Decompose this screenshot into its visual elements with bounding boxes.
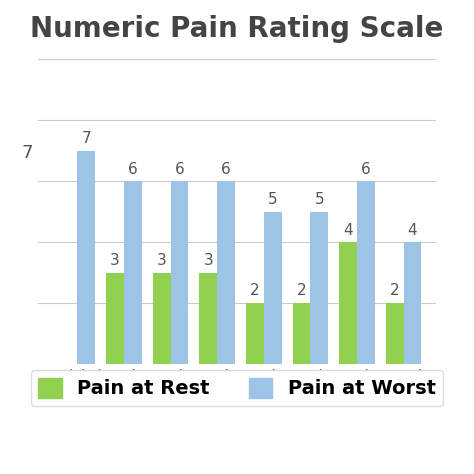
Text: 4: 4 xyxy=(343,222,353,237)
Text: 4: 4 xyxy=(408,222,417,237)
Text: 2: 2 xyxy=(390,283,400,299)
Text: 7: 7 xyxy=(82,131,91,146)
Text: 3: 3 xyxy=(203,253,213,268)
Text: 3: 3 xyxy=(157,253,166,268)
Text: 5: 5 xyxy=(268,192,277,207)
Text: 2: 2 xyxy=(250,283,260,299)
Bar xyxy=(264,211,282,364)
Legend: Pain at Rest, Pain at Worst: Pain at Rest, Pain at Worst xyxy=(31,370,443,406)
Bar xyxy=(339,242,357,364)
Bar xyxy=(217,181,235,364)
Bar xyxy=(153,273,171,364)
Bar xyxy=(77,151,95,364)
Bar xyxy=(357,181,375,364)
Text: 6: 6 xyxy=(221,162,231,177)
Bar xyxy=(106,273,124,364)
Bar xyxy=(404,242,421,364)
Bar xyxy=(171,181,188,364)
Bar xyxy=(124,181,142,364)
Text: 6: 6 xyxy=(128,162,137,177)
Text: 5: 5 xyxy=(314,192,324,207)
Text: 6: 6 xyxy=(174,162,184,177)
Text: 3: 3 xyxy=(110,253,120,268)
Text: 6: 6 xyxy=(361,162,371,177)
Title: Numeric Pain Rating Scale: Numeric Pain Rating Scale xyxy=(30,15,444,43)
Bar xyxy=(200,273,217,364)
Text: 2: 2 xyxy=(297,283,306,299)
Bar xyxy=(293,303,310,364)
Bar xyxy=(246,303,264,364)
Bar xyxy=(386,303,404,364)
Bar xyxy=(310,211,328,364)
